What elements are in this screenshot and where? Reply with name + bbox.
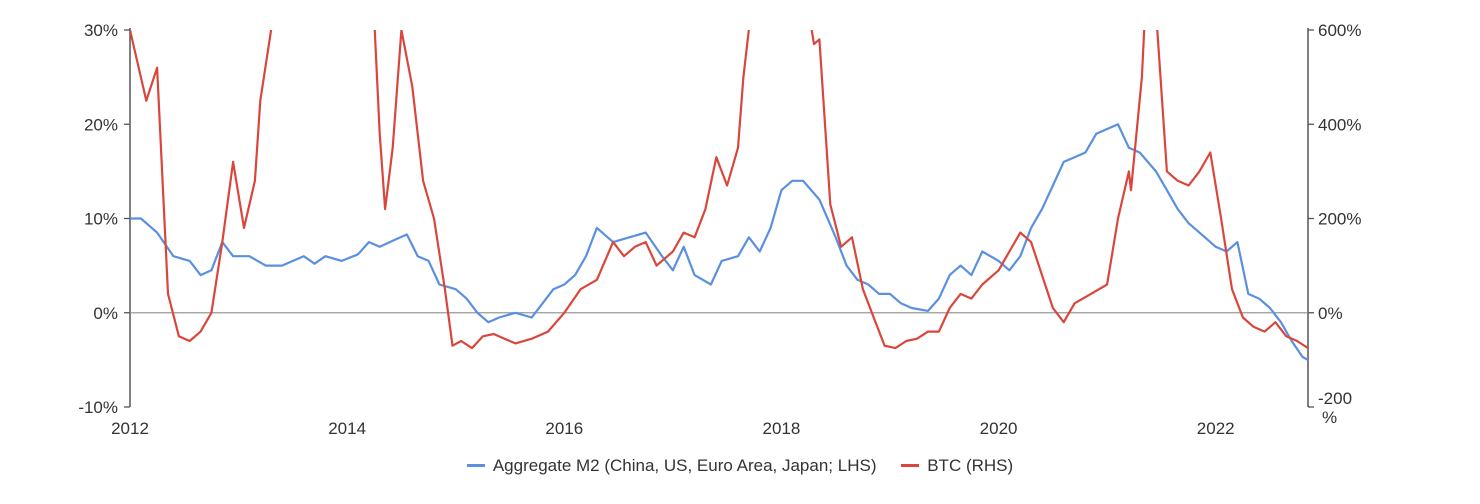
axes: [124, 28, 1314, 408]
legend: Aggregate M2 (China, US, Euro Area, Japa…: [0, 452, 1480, 476]
x-tick-label: 2022: [1197, 419, 1235, 438]
chart: -10% 0% 10% 20% 30% -200 0% 200% 400% 600%% 2012 20…: [78, 21, 1361, 438]
right-y-tick-label: 0%: [1318, 304, 1343, 323]
right-y-unit-label: %: [1322, 408, 1337, 427]
tick-labels: -10% 0% 10% 20% 30% -200 0% 200% 400% 600%% 2012 20…: [78, 21, 1361, 438]
series-lines: [130, 30, 1308, 361]
right-y-tick-label: 400%: [1318, 115, 1361, 134]
legend-swatch-btc: [901, 464, 920, 467]
x-tick-label: 2016: [545, 419, 583, 438]
legend-swatch-m2: [466, 464, 485, 467]
left-y-tick-label: 10%: [84, 210, 118, 229]
legend-item-m2: Aggregate M2 (China, US, Euro Area, Japa…: [466, 455, 877, 476]
right-y-tick-label: 600%: [1318, 21, 1361, 40]
series-line-btc: [130, 30, 1308, 350]
left-y-tick-label: 0%: [93, 304, 118, 323]
x-tick-label: 2020: [980, 419, 1018, 438]
legend-label-m2: Aggregate M2 (China, US, Euro Area, Japa…: [492, 455, 877, 475]
right-y-tick-label: -200: [1318, 389, 1352, 408]
legend-item-btc: BTC (RHS): [901, 456, 1013, 476]
left-y-tick-label: 20%: [84, 115, 118, 134]
left-y-tick-label: -10%: [78, 398, 118, 417]
legend-label-btc: BTC (RHS): [927, 455, 1014, 475]
right-y-tick-label: 200%: [1318, 210, 1361, 229]
x-tick-label: 2014: [328, 419, 366, 438]
x-tick-label: 2018: [763, 419, 801, 438]
left-y-tick-label: 30%: [84, 21, 118, 40]
series-line-m2: [130, 123, 1308, 361]
x-tick-label: 2012: [111, 419, 149, 438]
